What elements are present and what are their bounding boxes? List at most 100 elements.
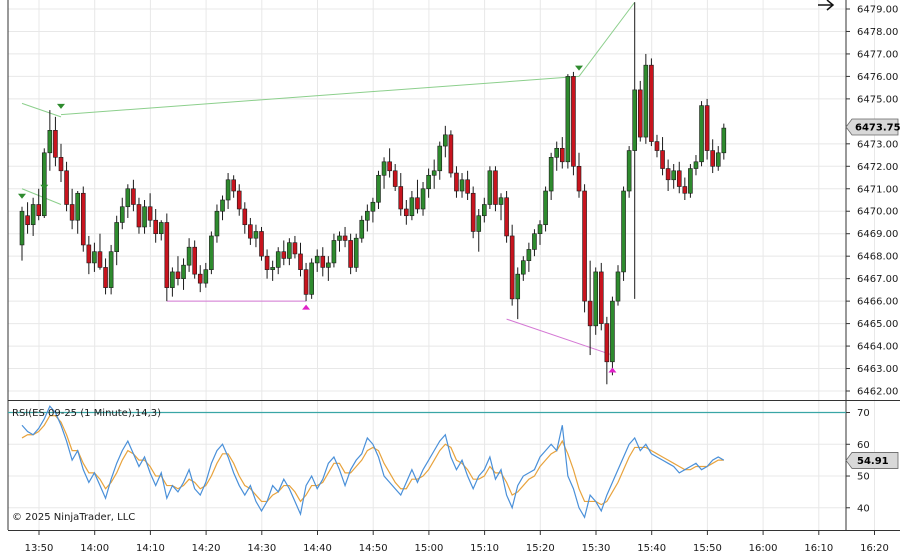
candle[interactable] (370, 197, 376, 223)
candle[interactable] (576, 152, 582, 198)
candle[interactable] (131, 179, 136, 212)
candle[interactable] (387, 148, 392, 178)
candle[interactable] (97, 233, 103, 270)
candle[interactable] (415, 179, 420, 214)
candle[interactable] (454, 166, 459, 198)
candle[interactable] (548, 152, 554, 200)
candle[interactable] (593, 267, 599, 335)
candle[interactable] (270, 260, 275, 281)
candle[interactable] (331, 233, 337, 268)
candle[interactable] (526, 242, 532, 272)
candle[interactable] (47, 110, 53, 171)
candle[interactable] (476, 208, 482, 252)
candle[interactable] (693, 155, 699, 176)
candle[interactable] (53, 116, 58, 167)
candle[interactable] (470, 186, 476, 239)
candle[interactable] (92, 242, 97, 272)
arrow-right-icon[interactable] (818, 0, 835, 11)
candle[interactable] (203, 262, 209, 288)
candle[interactable] (214, 204, 220, 243)
candle[interactable] (443, 125, 448, 158)
candle[interactable] (303, 262, 309, 302)
candle[interactable] (571, 71, 576, 176)
candle[interactable] (259, 226, 264, 261)
candle[interactable] (559, 137, 565, 169)
candle[interactable] (482, 197, 487, 223)
candle[interactable] (192, 240, 197, 279)
signal-down-triangle[interactable] (18, 193, 26, 199)
candle[interactable] (248, 217, 253, 245)
candle[interactable] (565, 74, 571, 169)
candle[interactable] (353, 233, 359, 272)
candle[interactable] (504, 191, 509, 243)
candle[interactable] (80, 186, 86, 252)
signal-down-triangle[interactable] (40, 184, 49, 190)
candle[interactable] (64, 161, 69, 212)
candle[interactable] (359, 215, 365, 243)
candle[interactable] (225, 173, 231, 209)
candle[interactable] (582, 184, 587, 313)
candle[interactable] (676, 161, 682, 194)
candle[interactable] (69, 188, 75, 230)
candle[interactable] (715, 146, 721, 171)
candle[interactable] (554, 141, 560, 171)
candle[interactable] (309, 258, 314, 299)
candle[interactable] (420, 182, 426, 216)
candle[interactable] (158, 220, 164, 241)
candle[interactable] (236, 184, 242, 216)
candle[interactable] (532, 229, 537, 257)
candle[interactable] (437, 141, 443, 180)
candle[interactable] (398, 173, 404, 216)
candle[interactable] (75, 191, 80, 234)
candle[interactable] (688, 164, 693, 198)
candle[interactable] (119, 197, 125, 230)
candle[interactable] (103, 258, 108, 295)
candle[interactable] (58, 143, 64, 183)
candle[interactable] (342, 226, 348, 248)
candle[interactable] (537, 220, 543, 245)
candle[interactable] (36, 188, 42, 221)
candle[interactable] (175, 256, 181, 286)
candle[interactable] (604, 316, 610, 385)
candle[interactable] (25, 202, 30, 234)
signal-up-triangle[interactable] (608, 367, 617, 373)
candle[interactable] (699, 101, 704, 167)
candle[interactable] (649, 58, 654, 147)
candle[interactable] (164, 213, 170, 302)
candle[interactable] (231, 175, 236, 198)
candle[interactable] (671, 164, 676, 189)
candle[interactable] (515, 267, 521, 320)
candle[interactable] (665, 159, 671, 192)
candle[interactable] (409, 191, 415, 221)
candle[interactable] (610, 296, 615, 376)
candle[interactable] (337, 231, 342, 252)
candle[interactable] (253, 224, 259, 248)
candle[interactable] (114, 215, 119, 266)
candle[interactable] (431, 159, 437, 189)
candle[interactable] (520, 256, 526, 281)
candle[interactable] (320, 247, 326, 277)
candle[interactable] (348, 233, 353, 275)
candle[interactable] (637, 80, 643, 142)
candle[interactable] (30, 197, 36, 236)
signal-up-triangle[interactable] (302, 304, 311, 310)
candle[interactable] (621, 186, 626, 281)
signal-down-triangle[interactable] (56, 103, 65, 109)
candle[interactable] (704, 98, 710, 160)
candle[interactable] (147, 193, 153, 227)
candle[interactable] (487, 166, 493, 209)
candle[interactable] (465, 170, 470, 200)
candle[interactable] (404, 200, 409, 225)
candle[interactable] (153, 208, 158, 243)
candle[interactable] (682, 177, 688, 200)
candle[interactable] (365, 204, 370, 232)
candle[interactable] (108, 244, 114, 295)
candle[interactable] (281, 240, 287, 266)
candle[interactable] (170, 267, 175, 297)
candle[interactable] (448, 130, 454, 178)
candle[interactable] (86, 235, 92, 275)
candle[interactable] (587, 260, 593, 356)
candle[interactable] (632, 2, 638, 299)
candle[interactable] (459, 173, 465, 198)
